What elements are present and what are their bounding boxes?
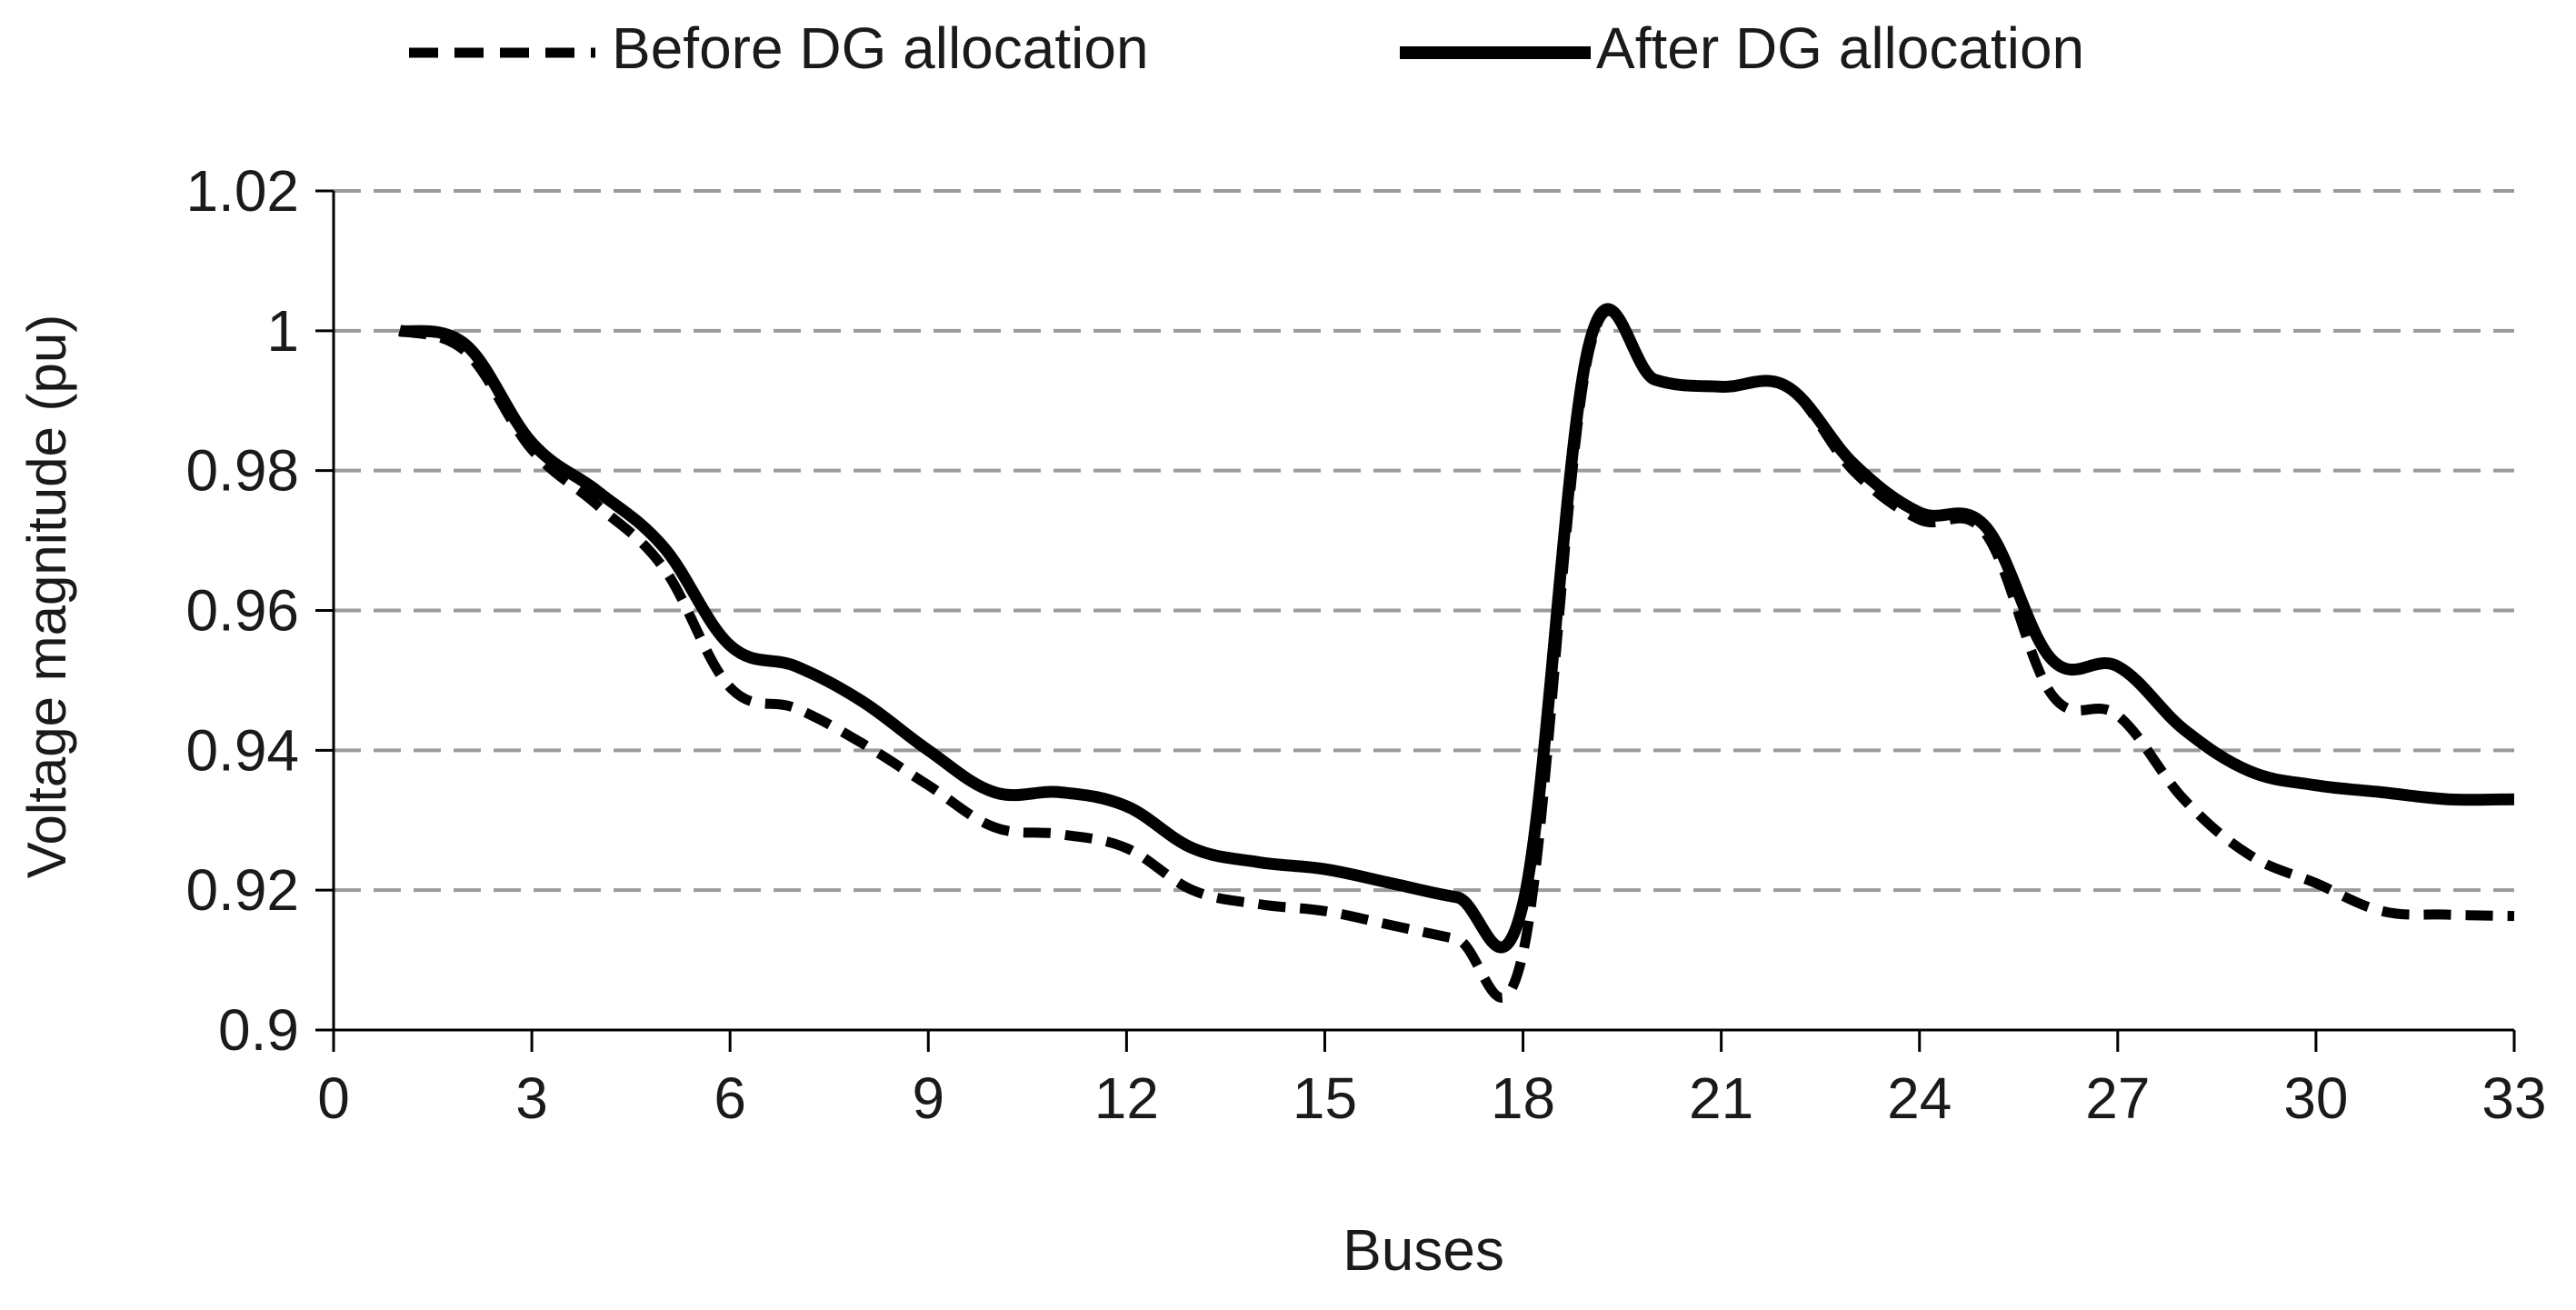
y-tick-label-5: 1 bbox=[266, 298, 299, 364]
series-lines bbox=[398, 303, 2515, 1003]
legend-label-before: Before DG allocation bbox=[612, 15, 1149, 81]
x-tick-label-9: 27 bbox=[2085, 1065, 2150, 1131]
x-axis-title: Buses bbox=[1343, 1217, 1504, 1283]
series-line-before-dg bbox=[398, 305, 2515, 1003]
x-tick-label-1: 3 bbox=[515, 1065, 548, 1131]
y-tick-label-6: 1.02 bbox=[185, 158, 299, 224]
x-tick-label-10: 30 bbox=[2283, 1065, 2348, 1131]
y-tick-label-4: 0.98 bbox=[185, 438, 299, 504]
y-axis-title: Voltage magnitude (pu) bbox=[16, 315, 77, 878]
legend: Before DG allocation After DG allocation bbox=[409, 15, 2084, 81]
axes bbox=[315, 189, 2516, 1052]
x-tick-label-0: 0 bbox=[317, 1065, 350, 1131]
y-tick-label-1: 0.92 bbox=[185, 857, 299, 923]
x-tick-label-3: 9 bbox=[912, 1065, 944, 1131]
x-tick-label-8: 24 bbox=[1887, 1065, 1952, 1131]
series-line-after-dg bbox=[398, 303, 2515, 954]
y-tick-label-2: 0.94 bbox=[185, 717, 299, 783]
x-tick-label-5: 15 bbox=[1293, 1065, 1357, 1131]
x-tick-label-11: 33 bbox=[2481, 1065, 2546, 1131]
x-tick-label-4: 12 bbox=[1094, 1065, 1159, 1131]
legend-label-after: After DG allocation bbox=[1596, 15, 2084, 81]
x-tick-label-7: 21 bbox=[1689, 1065, 1753, 1131]
tick-labels: 0.9 0.92 0.94 0.96 0.98 1 1.02 0 3 6 9 12 15 18 21 24 27… bbox=[185, 158, 2546, 1131]
x-tick-label-2: 6 bbox=[714, 1065, 746, 1131]
y-tick-label-3: 0.96 bbox=[185, 578, 299, 644]
x-tick-label-6: 18 bbox=[1491, 1065, 1555, 1131]
y-tick-label-0: 0.9 bbox=[218, 997, 299, 1063]
